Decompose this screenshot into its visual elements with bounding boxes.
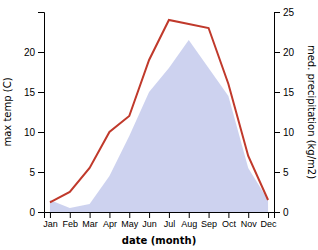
y-tick-mark <box>38 172 44 173</box>
y2-tick-label: 10 <box>283 127 295 138</box>
x-tick: Oct <box>222 212 237 229</box>
x-tick-mark <box>109 212 110 218</box>
x-tick-mark <box>268 212 269 218</box>
y-tick: 10 <box>24 127 44 138</box>
x-tick: Aug <box>181 212 197 229</box>
y2-axis-line <box>275 13 281 213</box>
chart-svg: Jan FebMar Apr MayJun Jul Aug Sep Oct NovDec 0 5 10… <box>0 0 318 250</box>
y-tick-label: 10 <box>24 127 36 138</box>
marks <box>50 20 268 212</box>
x-tick-label: Jul <box>164 219 176 229</box>
y-tick-label: 20 <box>24 47 36 58</box>
x-tick-label: Aug <box>181 219 197 229</box>
x-tick: Jan <box>43 212 58 229</box>
x-tick-mark <box>70 212 71 218</box>
x-tick-label: Nov <box>241 219 258 229</box>
x-tick-mark <box>90 212 91 218</box>
y-tick-mark <box>38 52 44 53</box>
x-axis: Jan FebMar Apr MayJun Jul Aug Sep Oct NovDec <box>43 212 277 229</box>
y2-tick-label: 20 <box>283 47 295 58</box>
x-tick-label: May <box>121 219 139 229</box>
y2-tick-mark <box>274 172 280 173</box>
x-axis-title: date (month) <box>122 235 196 246</box>
y-tick-label: 15 <box>24 87 36 98</box>
x-tick: Nov <box>241 212 258 229</box>
y-tick-label: 5 <box>29 167 35 178</box>
x-tick: Apr <box>103 212 117 229</box>
x-tick: Dec <box>261 212 278 229</box>
plot-root: Jan FebMar Apr MayJun Jul Aug Sep Oct NovDec 0 5 10… <box>2 7 317 246</box>
x-tick-mark <box>248 212 249 218</box>
y2-tick: 20 <box>274 47 295 58</box>
y-axis-line <box>38 13 45 213</box>
x-tick-mark <box>149 212 150 218</box>
y-axis-title: max temp (C) <box>2 77 13 146</box>
y2-tick: 5 <box>274 167 289 178</box>
x-tick: Mar <box>82 212 98 229</box>
y-tick-mark <box>38 92 44 93</box>
y-axis: 0 5 10 15 20 <box>24 13 45 218</box>
x-tick-label: Apr <box>103 219 117 229</box>
line <box>50 20 268 202</box>
y2-tick-label: 15 <box>283 87 295 98</box>
x-tick-mark <box>129 212 130 218</box>
x-tick-mark <box>50 212 51 218</box>
y-tick-mark <box>38 212 44 213</box>
y-tick-label: 0 <box>29 207 35 218</box>
y2-tick-label: 0 <box>283 207 289 218</box>
x-tick-label: Dec <box>261 219 278 229</box>
chart-container: Jan FebMar Apr MayJun Jul Aug Sep Oct NovDec 0 5 10… <box>0 0 318 250</box>
y2-axis-title: med. precipitation (kg/m2) <box>306 45 317 179</box>
area <box>50 40 268 212</box>
y-tick: 15 <box>24 87 44 98</box>
x-tick: Jun <box>142 212 157 229</box>
y2-tick: 10 <box>274 127 295 138</box>
x-tick-label: Mar <box>82 219 98 229</box>
y2-axis: 0 5 10 15 20 25 <box>274 7 295 218</box>
y2-tick: 0 <box>274 207 289 218</box>
x-tick-label: Oct <box>222 219 237 229</box>
x-tick-label: Sep <box>201 219 217 229</box>
y2-tick-label: 25 <box>283 7 295 18</box>
x-tick-mark <box>189 212 190 218</box>
x-tick: May <box>121 212 139 229</box>
x-tick-mark <box>228 212 229 218</box>
y2-tick: 25 <box>274 7 295 18</box>
x-tick-mark <box>169 212 170 218</box>
y-tick: 0 <box>29 207 44 218</box>
x-axis-line <box>45 213 275 219</box>
x-tick-label: Feb <box>63 219 79 229</box>
y2-tick-mark <box>274 52 280 53</box>
x-tick: Jul <box>164 212 176 229</box>
y-tick-mark <box>38 132 44 133</box>
y2-tick-mark <box>274 12 280 13</box>
x-tick: Feb <box>63 212 79 229</box>
x-tick-mark <box>209 212 210 218</box>
x-tick-label: Jan <box>43 219 58 229</box>
y2-tick-mark <box>274 212 280 213</box>
y2-tick-label: 5 <box>283 167 289 178</box>
y2-tick-mark <box>274 132 280 133</box>
y2-tick: 15 <box>274 87 295 98</box>
y-tick: 20 <box>24 47 44 58</box>
y2-tick-mark <box>274 92 280 93</box>
x-tick-label: Jun <box>142 219 157 229</box>
x-tick: Sep <box>201 212 217 229</box>
y-tick: 5 <box>29 167 44 178</box>
